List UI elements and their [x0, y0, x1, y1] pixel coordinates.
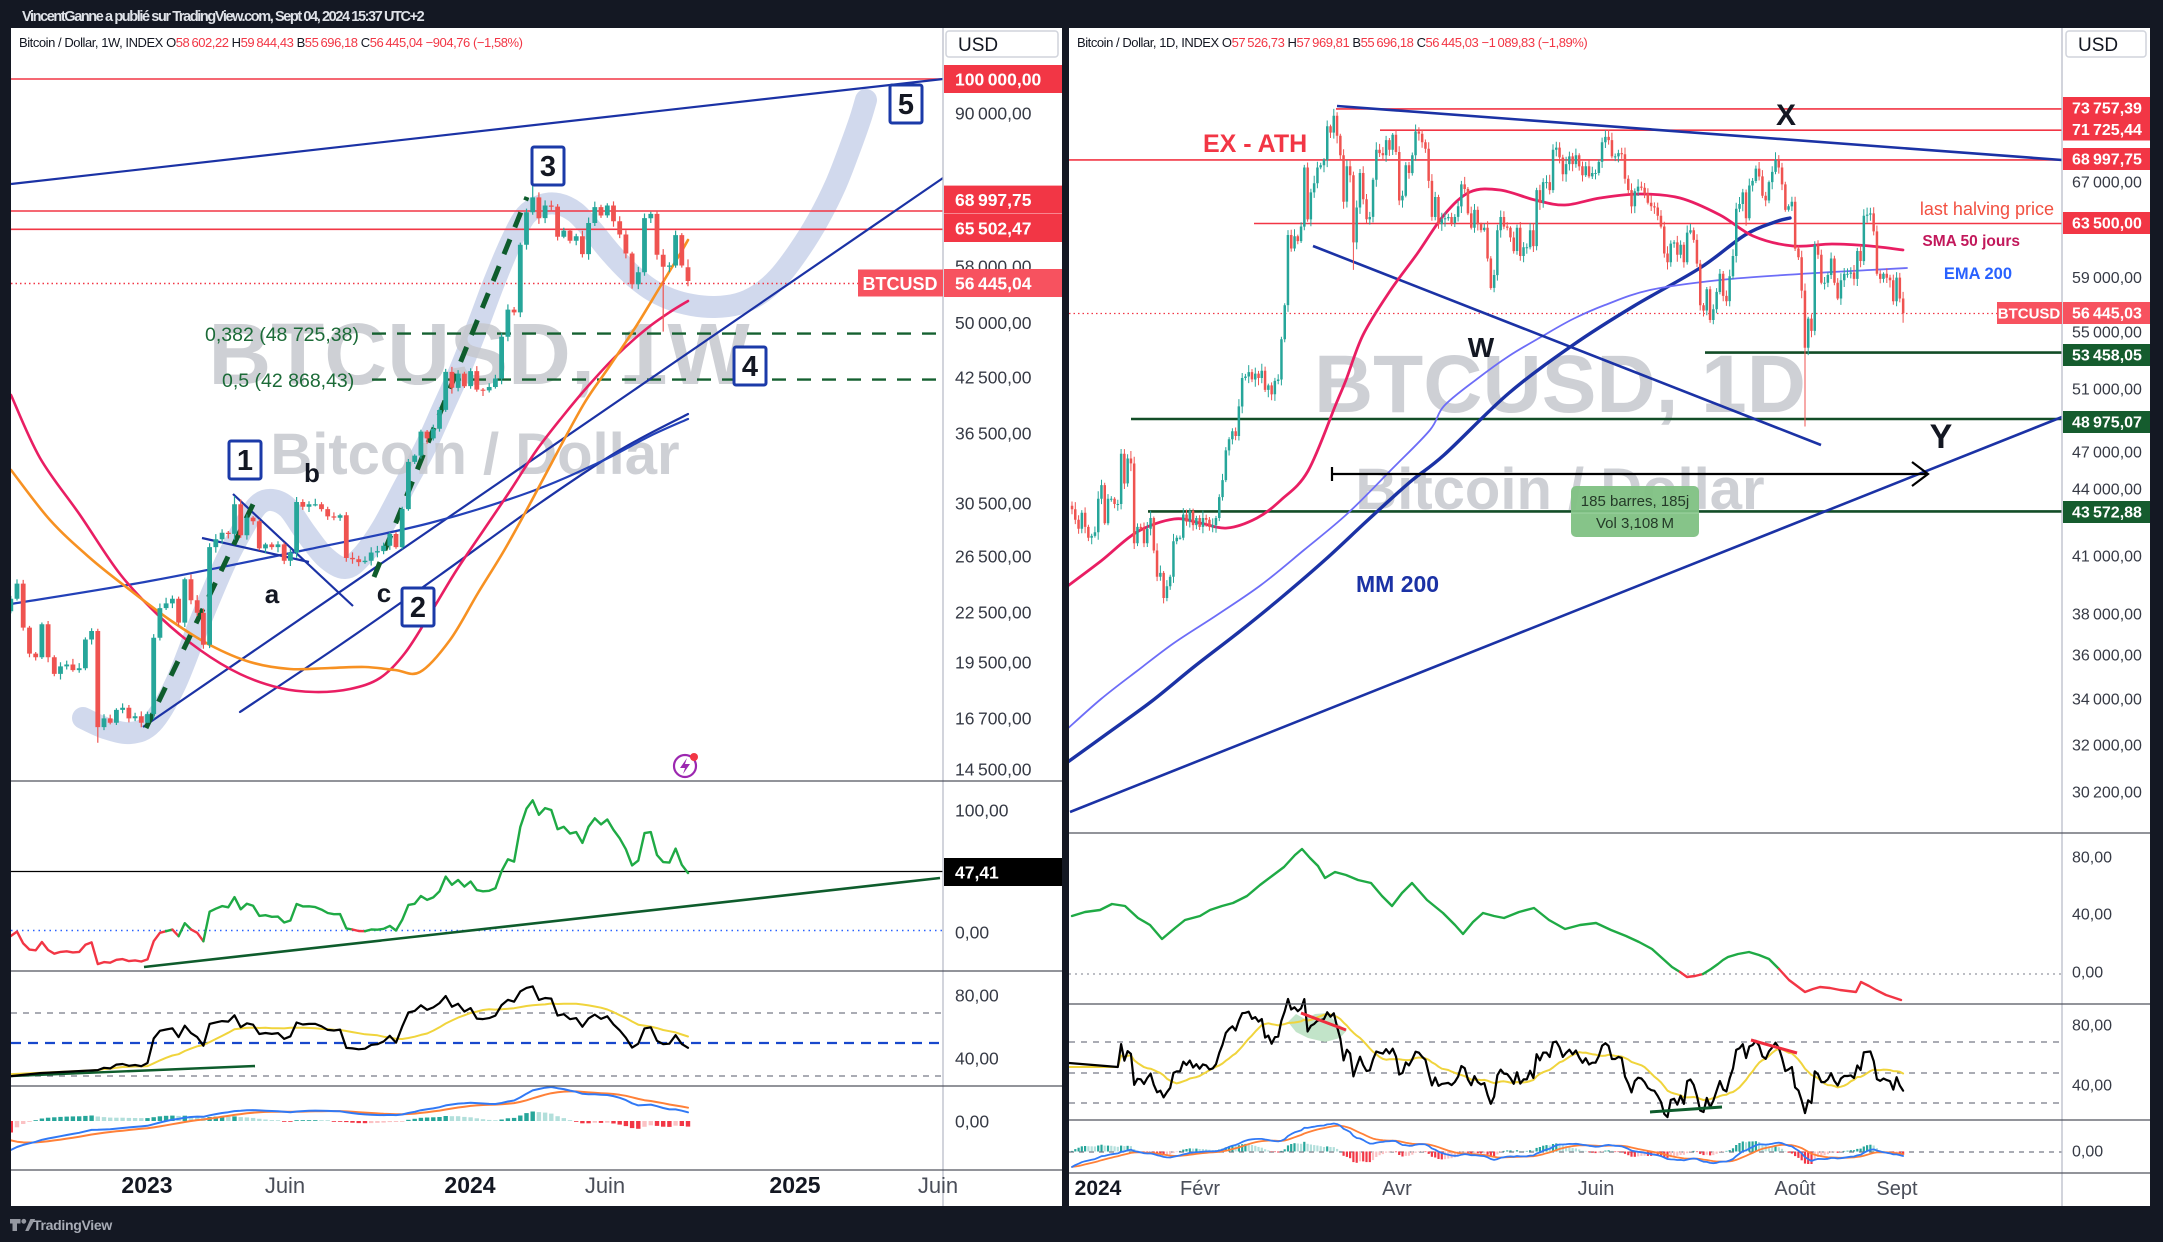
svg-text:32 000,00: 32 000,00 — [2072, 738, 2142, 755]
svg-text:14 500,00: 14 500,00 — [955, 760, 1032, 780]
svg-text:TradingView: TradingView — [33, 1217, 112, 1233]
svg-text:71 725,44: 71 725,44 — [2072, 122, 2142, 139]
svg-text:40,00: 40,00 — [955, 1049, 999, 1069]
svg-text:Juin: Juin — [1578, 1178, 1615, 1200]
svg-text:BTCUSD: BTCUSD — [863, 274, 938, 294]
svg-text:51 000,00: 51 000,00 — [2072, 382, 2142, 399]
svg-text:100,00: 100,00 — [955, 801, 1009, 821]
svg-text:5: 5 — [898, 89, 914, 121]
svg-text:VincentGanne a publié sur Trad: VincentGanne a publié sur TradingView.co… — [22, 9, 425, 25]
svg-text:Y: Y — [1930, 418, 1953, 456]
svg-text:42 500,00: 42 500,00 — [955, 368, 1032, 388]
svg-text:Vol 3,108 M: Vol 3,108 M — [1596, 515, 1674, 532]
svg-text:48 975,07: 48 975,07 — [2072, 415, 2142, 432]
svg-text:last halving price: last halving price — [1920, 199, 2054, 219]
svg-text:X: X — [1776, 99, 1796, 132]
svg-text:2024: 2024 — [1075, 1177, 1122, 1200]
svg-text:43 572,88: 43 572,88 — [2072, 505, 2142, 522]
svg-text:50 000,00: 50 000,00 — [955, 313, 1032, 333]
svg-text:1: 1 — [237, 445, 253, 477]
svg-text:63 500,00: 63 500,00 — [2072, 216, 2142, 233]
svg-text:2: 2 — [410, 592, 426, 624]
svg-text:3: 3 — [540, 151, 556, 183]
svg-text:65 502,47: 65 502,47 — [955, 219, 1032, 239]
svg-text:Févr: Févr — [1180, 1178, 1220, 1200]
svg-text:Juin: Juin — [585, 1173, 625, 1198]
svg-text:USD: USD — [958, 35, 998, 56]
svg-text:44 000,00: 44 000,00 — [2072, 482, 2142, 499]
svg-text:80,00: 80,00 — [2072, 1018, 2112, 1035]
svg-text:68 997,75: 68 997,75 — [955, 190, 1032, 210]
svg-text:W: W — [1468, 332, 1495, 363]
svg-text:73 757,39: 73 757,39 — [2072, 101, 2142, 118]
svg-text:Sept: Sept — [1876, 1178, 1918, 1200]
svg-text:30 200,00: 30 200,00 — [2072, 785, 2142, 802]
svg-text:80,00: 80,00 — [955, 986, 999, 1006]
svg-text:Juin: Juin — [918, 1173, 958, 1198]
svg-text:a: a — [265, 579, 280, 609]
svg-text:BTCUSD: BTCUSD — [1998, 306, 2061, 323]
svg-text:Avr: Avr — [1382, 1178, 1412, 1200]
svg-text:0,00: 0,00 — [2072, 1144, 2103, 1161]
svg-text:68 997,75: 68 997,75 — [2072, 152, 2142, 169]
svg-text:0,00: 0,00 — [955, 923, 989, 943]
svg-text:56 445,03: 56 445,03 — [2072, 306, 2142, 323]
svg-text:USD: USD — [2078, 35, 2118, 56]
svg-text:16 700,00: 16 700,00 — [955, 709, 1032, 729]
svg-text:55 000,00: 55 000,00 — [2072, 325, 2142, 342]
svg-text:22 500,00: 22 500,00 — [955, 603, 1032, 623]
svg-text:0,00: 0,00 — [955, 1112, 989, 1132]
svg-text:EX - ATH: EX - ATH — [1203, 130, 1307, 158]
svg-text:0,5 (42 868,43): 0,5 (42 868,43) — [222, 370, 354, 392]
svg-text:56 445,04: 56 445,04 — [955, 274, 1032, 294]
svg-text:47,41: 47,41 — [955, 863, 999, 883]
svg-text:30 500,00: 30 500,00 — [955, 494, 1032, 514]
svg-text:2023: 2023 — [121, 1172, 172, 1198]
svg-text:c: c — [377, 578, 391, 608]
svg-text:Août: Août — [1774, 1178, 1816, 1200]
svg-text:SMA 50 jours: SMA 50 jours — [1922, 233, 2020, 250]
svg-text:40,00: 40,00 — [2072, 1078, 2112, 1095]
svg-text:67 000,00: 67 000,00 — [2072, 175, 2142, 192]
svg-text:2025: 2025 — [769, 1172, 820, 1198]
svg-text:185 barres, 185j: 185 barres, 185j — [1581, 493, 1689, 510]
svg-text:80,00: 80,00 — [2072, 850, 2112, 867]
svg-text:EMA 200: EMA 200 — [1944, 265, 2012, 283]
svg-text:Bitcoin / Dollar, 1W, INDEX O: Bitcoin / Dollar, 1W, INDEX O58 602,22 H… — [19, 35, 523, 50]
svg-text:38 000,00: 38 000,00 — [2072, 607, 2142, 624]
svg-text:0,00: 0,00 — [2072, 965, 2103, 982]
svg-text:59 000,00: 59 000,00 — [2072, 270, 2142, 287]
svg-text:MM 200: MM 200 — [1356, 571, 1439, 597]
svg-text:53 458,05: 53 458,05 — [2072, 348, 2142, 365]
svg-text:100 000,00: 100 000,00 — [955, 70, 1041, 90]
svg-text:19 500,00: 19 500,00 — [955, 653, 1032, 673]
svg-text:2024: 2024 — [444, 1172, 495, 1198]
svg-text:Bitcoin / Dollar: Bitcoin / Dollar — [270, 422, 679, 487]
svg-text:36 000,00: 36 000,00 — [2072, 648, 2142, 665]
svg-text:Bitcoin / Dollar, 1D, INDEX O: Bitcoin / Dollar, 1D, INDEX O57 526,73 H… — [1077, 35, 1587, 50]
svg-text:26 500,00: 26 500,00 — [955, 547, 1032, 567]
svg-text:90 000,00: 90 000,00 — [955, 104, 1032, 124]
svg-text:41 000,00: 41 000,00 — [2072, 549, 2142, 566]
svg-text:0,382 (48 725,38): 0,382 (48 725,38) — [205, 324, 359, 346]
svg-text:36 500,00: 36 500,00 — [955, 424, 1032, 444]
svg-text:BTCUSD, 1W: BTCUSD, 1W — [208, 306, 750, 403]
svg-text:4: 4 — [742, 351, 758, 383]
svg-text:47 000,00: 47 000,00 — [2072, 445, 2142, 462]
svg-text:40,00: 40,00 — [2072, 907, 2112, 924]
svg-text:34 000,00: 34 000,00 — [2072, 692, 2142, 709]
svg-text:b: b — [304, 458, 320, 488]
svg-text:Juin: Juin — [265, 1173, 305, 1198]
